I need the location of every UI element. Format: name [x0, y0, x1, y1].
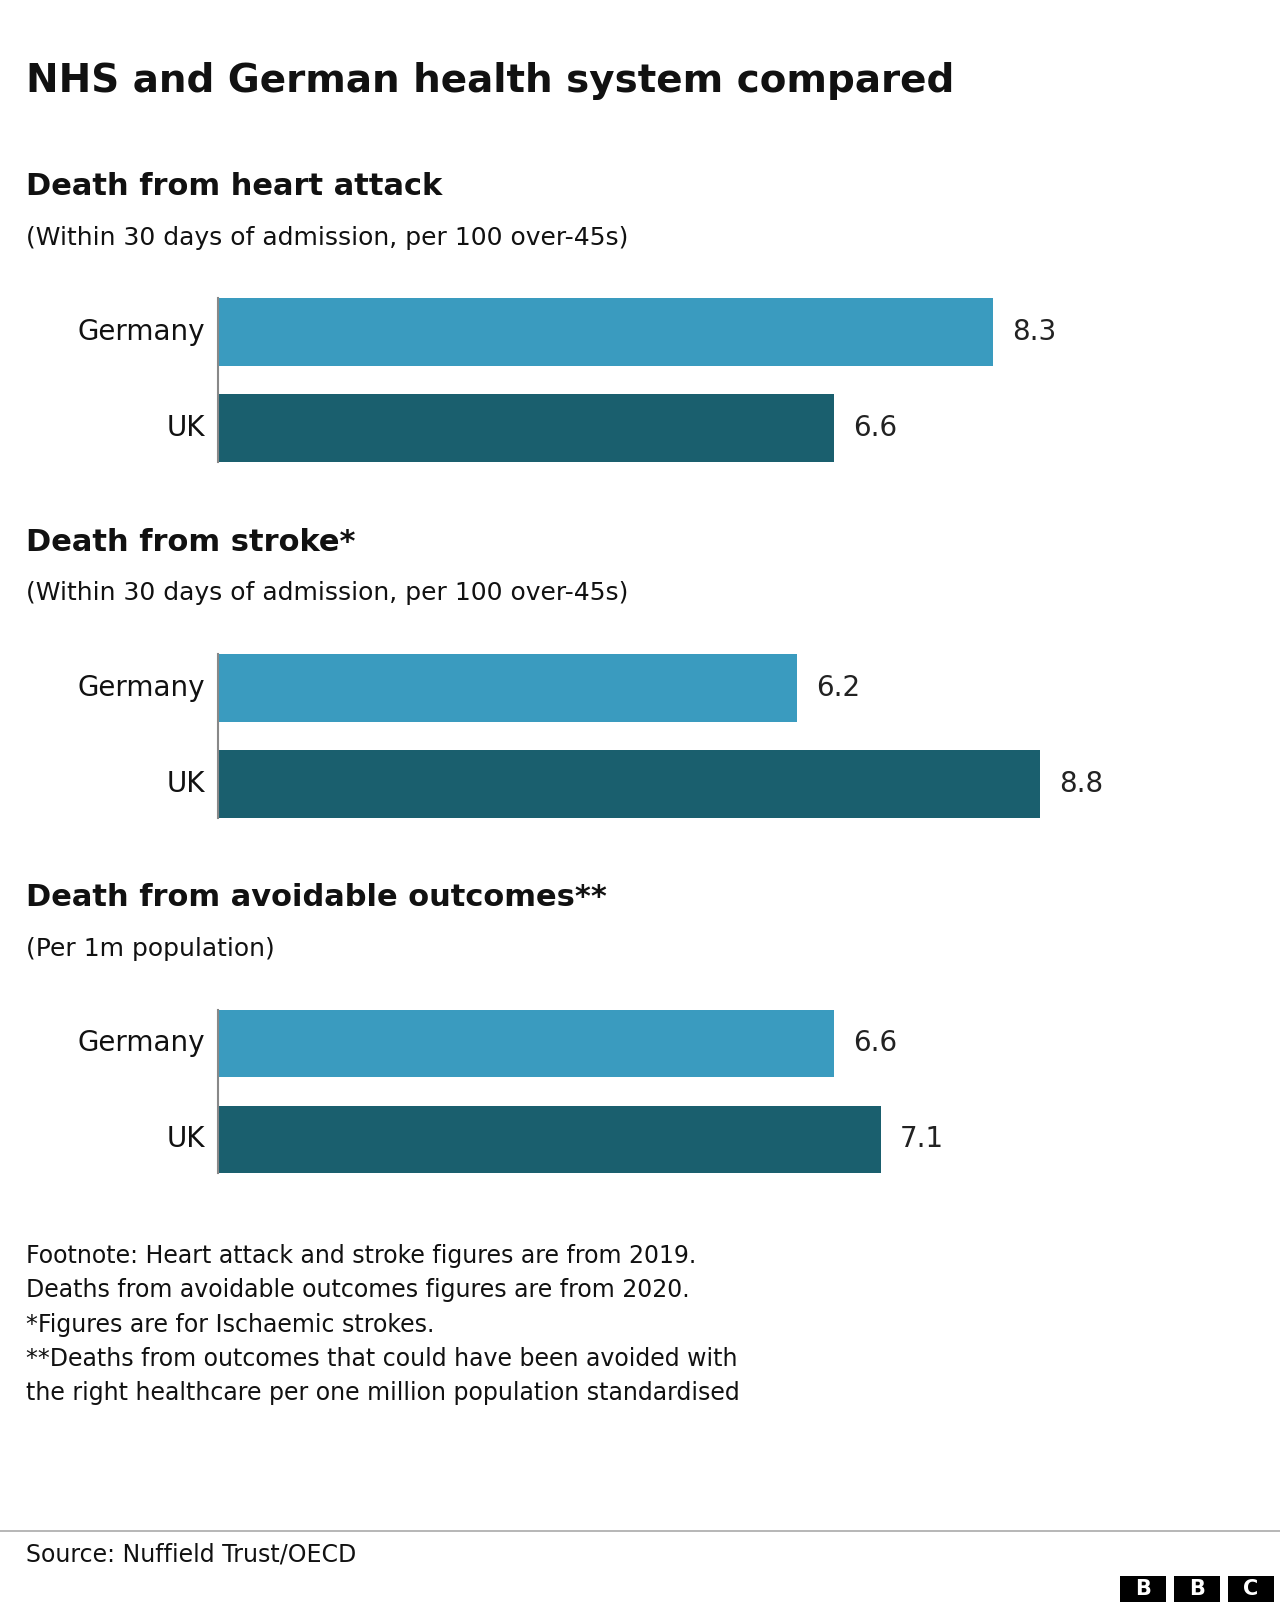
Text: Germany: Germany [77, 674, 205, 701]
Text: Footnote: Heart attack and stroke figures are from 2019.
Deaths from avoidable o: Footnote: Heart attack and stroke figure… [26, 1244, 740, 1406]
Text: B: B [1135, 1579, 1151, 1600]
Bar [218, 654, 797, 721]
Text: UK: UK [166, 414, 205, 443]
Text: 8.8: 8.8 [1059, 769, 1103, 798]
Bar [218, 299, 993, 365]
Text: (Within 30 days of admission, per 100 over-45s): (Within 30 days of admission, per 100 ov… [26, 582, 628, 604]
Text: C: C [1243, 1579, 1258, 1600]
Text: B: B [1189, 1579, 1204, 1600]
Text: (Within 30 days of admission, per 100 over-45s): (Within 30 days of admission, per 100 ov… [26, 226, 628, 249]
Bar [218, 1010, 835, 1078]
Text: 6.6: 6.6 [854, 414, 897, 443]
Text: 6.2: 6.2 [817, 674, 860, 701]
Text: 6.6: 6.6 [854, 1029, 897, 1057]
Text: NHS and German health system compared: NHS and German health system compared [26, 61, 954, 100]
Bar [1120, 1576, 1166, 1603]
Text: Death from heart attack: Death from heart attack [26, 173, 442, 202]
Text: UK: UK [166, 1125, 205, 1154]
Text: (Per 1m population): (Per 1m population) [26, 937, 274, 960]
Bar [1174, 1576, 1220, 1603]
Text: Germany: Germany [77, 1029, 205, 1057]
Text: 8.3: 8.3 [1012, 318, 1056, 346]
Text: 7.1: 7.1 [900, 1125, 945, 1154]
Text: Death from avoidable outcomes**: Death from avoidable outcomes** [26, 884, 607, 913]
Bar [218, 394, 835, 462]
Text: Germany: Germany [77, 318, 205, 346]
Text: UK: UK [166, 769, 205, 798]
Bar [218, 1105, 881, 1173]
Text: Source: Nuffield Trust/OECD: Source: Nuffield Trust/OECD [26, 1542, 356, 1566]
Bar [1228, 1576, 1274, 1603]
Bar [218, 750, 1039, 818]
Text: Death from stroke*: Death from stroke* [26, 528, 355, 558]
